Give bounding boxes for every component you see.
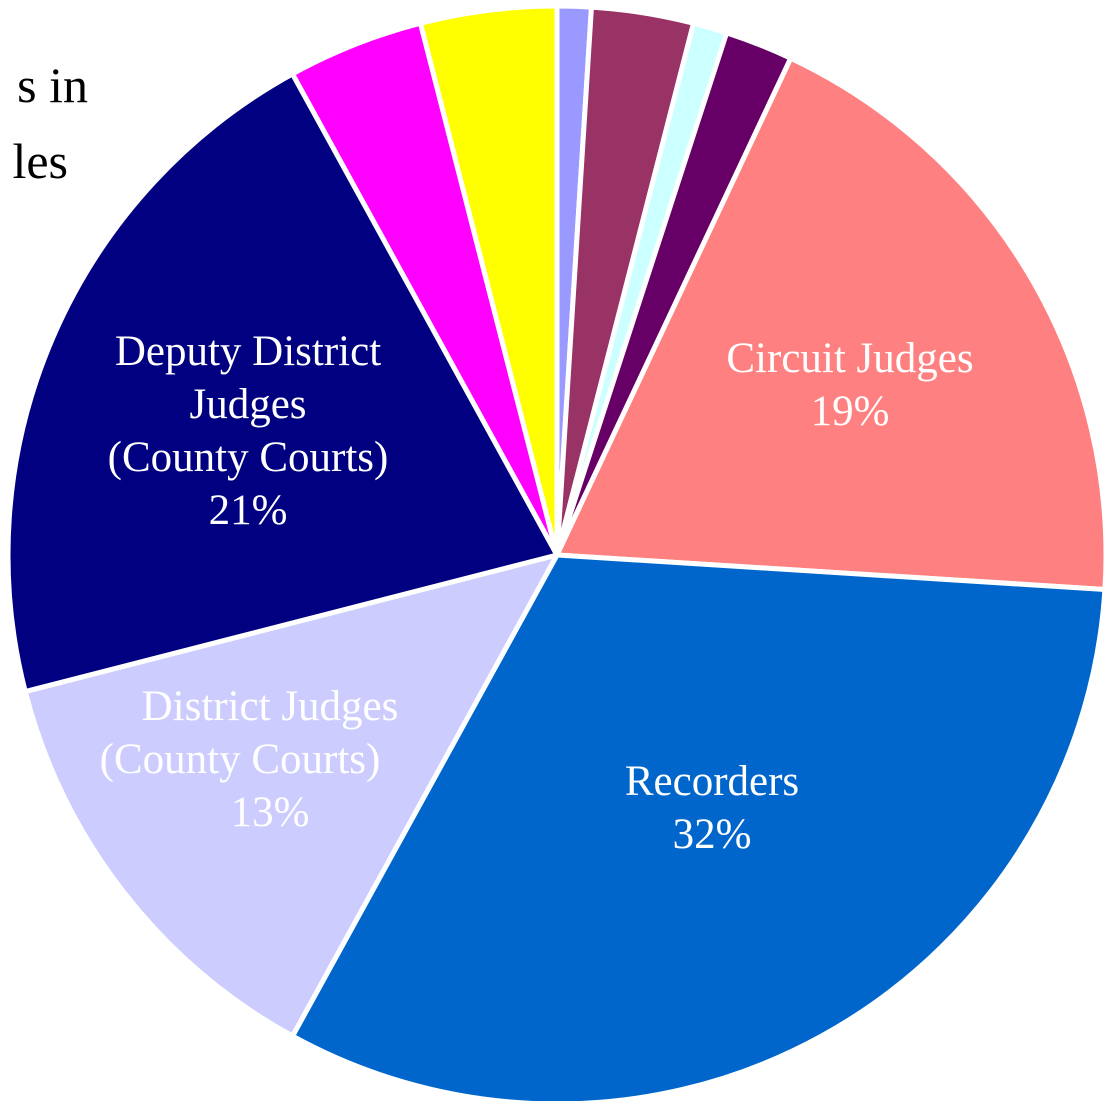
slice-percent-4: 19%	[811, 388, 890, 435]
slice-label-7-line-2: (County Courts)	[108, 434, 389, 481]
pie-slice-4	[554, 55, 1109, 592]
slice-label-7-line-1: Judges	[189, 381, 306, 428]
slice-percent-6: 13%	[231, 789, 310, 836]
pie-labels: Circuit Judges 19% Recorders 32% District Ju…	[100, 328, 974, 858]
pie-slice-7	[5, 71, 560, 695]
slice-label-6-line-1: (County Courts)	[100, 736, 381, 783]
title-line-1: s in	[17, 57, 88, 113]
slice-percent-5: 32%	[673, 811, 752, 858]
pie-slice-9	[417, 3, 560, 558]
slice-label-5-line-0: Recorders	[625, 758, 799, 805]
pie-slices	[5, 3, 1109, 1101]
pie-slice-5	[290, 552, 1108, 1101]
slice-label-4-line-0: Circuit Judges	[726, 335, 973, 382]
slice-label-7-line-0: Deputy District	[115, 328, 381, 375]
title-line-2: les	[12, 133, 68, 189]
slice-percent-7: 21%	[209, 487, 288, 534]
pie-slice-6	[22, 552, 560, 1039]
slice-label-6-line-0: District Judges	[142, 683, 399, 730]
